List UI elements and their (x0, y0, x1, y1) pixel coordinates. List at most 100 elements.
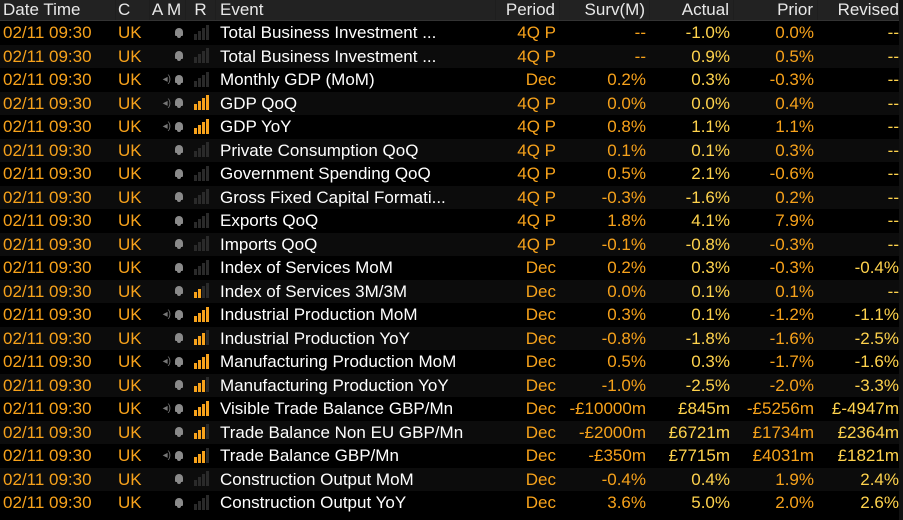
alert-bell-icon[interactable] (174, 379, 184, 391)
cell-event[interactable]: Total Business Investment ... (220, 46, 437, 66)
alert-bell-icon[interactable] (174, 191, 184, 203)
table-row[interactable]: 02/11 09:30 UK Gross Fixed Capital Forma… (0, 185, 903, 210)
cell-event[interactable]: Imports QoQ (220, 234, 318, 254)
cell-event[interactable]: Manufacturing Production MoM (220, 352, 457, 371)
col-header-event[interactable]: Event (216, 0, 496, 20)
cell-event[interactable]: Manufacturing Production YoY (220, 375, 449, 395)
cell-event[interactable]: GDP QoQ (220, 93, 298, 113)
cell-event[interactable]: Index of Services 3M/3M (220, 281, 408, 301)
alert-bell-icon[interactable] (174, 27, 184, 39)
alert-bell-icon[interactable] (174, 144, 184, 156)
col-header-revised[interactable]: Revised (837, 0, 899, 19)
table-row[interactable]: 02/11 09:30 UK Exports QoQ 4Q P 1.8% 4.1… (0, 209, 903, 233)
table-row[interactable]: 02/11 09:30 UK Imports QoQ 4Q P -0.1% -0… (0, 232, 903, 257)
table-row[interactable]: 02/11 09:30 UK ◂) Trade Balance GBP/Mn D… (0, 444, 903, 468)
alert-bell-icon[interactable] (174, 309, 184, 321)
cell-alert[interactable] (150, 162, 186, 186)
table-row[interactable]: 02/11 09:30 UK ◂) Monthly GDP (MoM) Dec … (0, 68, 903, 92)
cell-event[interactable]: Private Consumption QoQ (220, 140, 419, 160)
cell-event[interactable]: Trade Balance Non EU GBP/Mn (220, 422, 464, 442)
alert-bell-icon[interactable] (174, 168, 184, 180)
col-header-prior[interactable]: Prior (734, 0, 818, 20)
cell-alert[interactable] (150, 468, 186, 492)
cell-prior: £1734m (752, 422, 814, 442)
cell-event[interactable]: Gross Fixed Capital Formati... (220, 187, 446, 207)
cell-event[interactable]: Visible Trade Balance GBP/Mn (220, 399, 454, 418)
cell-alert[interactable] (150, 21, 186, 45)
col-header-datetime[interactable]: Date Time (0, 0, 116, 20)
cell-alert[interactable]: ◂) (150, 115, 186, 139)
table-row[interactable]: 02/11 09:30 UK ◂) Manufacturing Producti… (0, 350, 903, 374)
alert-bell-icon[interactable] (174, 426, 184, 438)
col-header-country[interactable]: C (116, 0, 150, 20)
cell-alert[interactable]: ◂) (150, 303, 186, 327)
cell-event[interactable]: Construction Output MoM (220, 469, 414, 489)
cell-alert[interactable]: ◂) (150, 68, 186, 92)
cell-event[interactable]: Industrial Production YoY (220, 328, 410, 348)
col-header-actual[interactable]: Actual (650, 0, 734, 20)
table-row[interactable]: 02/11 09:30 UK Private Consumption QoQ 4… (0, 138, 903, 163)
table-row[interactable]: 02/11 09:30 UK Total Business Investment… (0, 44, 903, 69)
cell-event[interactable]: Monthly GDP (MoM) (220, 70, 375, 89)
cell-alert[interactable] (150, 45, 186, 69)
cell-event[interactable]: Trade Balance GBP/Mn (220, 446, 399, 465)
table-row[interactable]: 02/11 09:30 UK Industrial Production YoY… (0, 326, 903, 351)
table-row[interactable]: 02/11 09:30 UK Total Business Investment… (0, 21, 903, 45)
table-row[interactable]: 02/11 09:30 UK ◂) Visible Trade Balance … (0, 397, 903, 421)
cell-alert[interactable]: ◂) (150, 444, 186, 468)
alert-bell-icon[interactable] (174, 450, 184, 462)
table-row[interactable]: 02/11 09:30 UK Index of Services 3M/3M D… (0, 279, 903, 304)
cell-event[interactable]: Government Spending QoQ (220, 164, 431, 183)
table-row[interactable]: 02/11 09:30 UK ◂) GDP QoQ 4Q P 0.0% 0.0%… (0, 91, 903, 116)
cell-alert[interactable] (150, 186, 186, 210)
alert-bell-icon[interactable] (174, 121, 184, 133)
alert-bell-icon[interactable] (174, 356, 184, 368)
table-row[interactable]: 02/11 09:30 UK Construction Output YoY D… (0, 491, 903, 515)
col-header-period[interactable]: Period (496, 0, 560, 20)
table-row[interactable]: 02/11 09:30 UK Index of Services MoM Dec… (0, 256, 903, 280)
alert-bell-icon[interactable] (174, 74, 184, 86)
cell-event[interactable]: Index of Services MoM (220, 258, 393, 277)
cell-event[interactable]: Total Business Investment ... (220, 23, 437, 42)
cell-alert[interactable] (150, 233, 186, 257)
cell-alert[interactable] (150, 209, 186, 233)
alert-bell-icon[interactable] (174, 215, 184, 227)
cell-alert[interactable] (150, 374, 186, 398)
cell-event[interactable]: Exports QoQ (220, 211, 319, 230)
alert-bell-icon[interactable] (174, 332, 184, 344)
alert-bell-icon[interactable] (174, 97, 184, 109)
alert-bell-icon[interactable] (174, 497, 184, 509)
alert-bell-icon[interactable] (174, 285, 184, 297)
cell-alert[interactable] (150, 327, 186, 351)
alert-bell-icon[interactable] (174, 403, 184, 415)
cell-event[interactable]: Industrial Production MoM (220, 305, 418, 324)
cell-alert[interactable]: ◂) (150, 92, 186, 116)
alert-bell-icon[interactable] (174, 238, 184, 250)
cell-survey: 1.8% (607, 211, 646, 230)
table-row[interactable]: 02/11 09:30 UK Manufacturing Production … (0, 373, 903, 398)
cell-survey: 0.0% (607, 93, 646, 113)
cell-alert[interactable] (150, 139, 186, 163)
cell-event[interactable]: Construction Output YoY (220, 493, 407, 512)
col-header-survey[interactable]: Surv(M) (560, 0, 650, 20)
cell-alert[interactable]: ◂) (150, 350, 186, 374)
table-row[interactable]: 02/11 09:30 UK Construction Output MoM D… (0, 467, 903, 492)
cell-period: Dec (525, 399, 556, 418)
alert-bell-icon[interactable] (174, 473, 184, 485)
cell-alert[interactable] (150, 421, 186, 445)
table-row[interactable]: 02/11 09:30 UK Trade Balance Non EU GBP/… (0, 420, 903, 445)
table-row[interactable]: 02/11 09:30 UK Government Spending QoQ 4… (0, 162, 903, 186)
cell-country: UK (118, 164, 142, 183)
cell-alert[interactable]: ◂) (150, 397, 186, 421)
table-row[interactable]: 02/11 09:30 UK ◂) Industrial Production … (0, 303, 903, 327)
cell-alert[interactable] (150, 491, 186, 515)
col-header-relevance[interactable]: R (186, 0, 216, 20)
cell-event[interactable]: GDP YoY (220, 117, 292, 136)
alert-bell-icon[interactable] (174, 50, 184, 62)
table-row[interactable]: 02/11 09:30 UK ◂) GDP YoY 4Q P 0.8% 1.1%… (0, 115, 903, 139)
alert-bell-icon[interactable] (174, 262, 184, 274)
scrollbar[interactable] (899, 0, 903, 520)
cell-alert[interactable] (150, 256, 186, 280)
cell-alert[interactable] (150, 280, 186, 304)
col-header-am[interactable]: A M (150, 0, 186, 20)
